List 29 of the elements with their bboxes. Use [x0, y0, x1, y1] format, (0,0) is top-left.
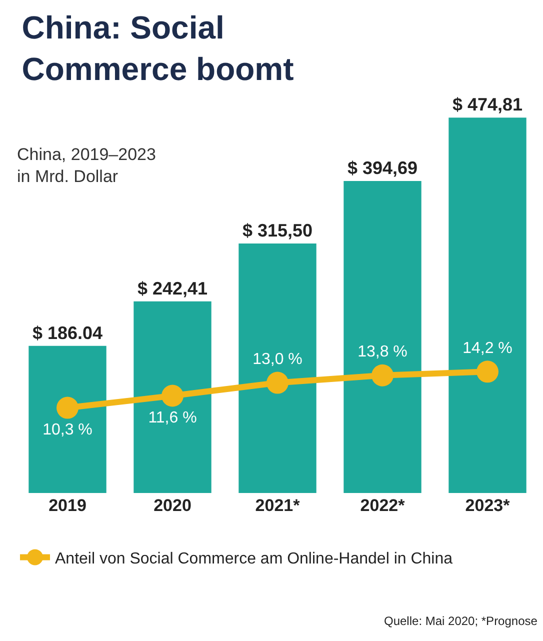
point [476, 360, 498, 383]
data-label: $ 186.04 [32, 322, 103, 343]
x-tick-label: 2019 [48, 496, 86, 515]
point [372, 364, 394, 386]
data-label: $ 242,41 [137, 278, 208, 298]
text: China, 2019–2023 in Mrd. Dollar [17, 145, 156, 186]
x-tick-label: 2023* [465, 496, 510, 515]
bar [448, 118, 526, 493]
data-label: 14,2 % [462, 340, 512, 357]
legend-label: Anteil von Social Commerce am Online-Handel in China [55, 550, 453, 568]
data-label: 13,0 % [252, 351, 302, 368]
point [162, 384, 184, 407]
data-label: $ 394,69 [347, 158, 418, 178]
bar [238, 244, 316, 493]
data-label: 10,3 % [42, 422, 92, 439]
source-note: Quelle: Mai 2020; *Prognose [384, 614, 538, 628]
data-label: 13,8 % [358, 344, 408, 361]
point [266, 372, 288, 394]
x-tick-label: 2022* [360, 496, 406, 515]
point [56, 396, 78, 419]
data-label: 11,6 % [148, 410, 197, 426]
data-label: $ 474,81 [452, 94, 523, 115]
bar [134, 301, 212, 493]
data-label: $ 315,50 [242, 220, 313, 241]
bar [344, 180, 422, 493]
bar [28, 346, 106, 493]
x-tick-label: 2020 [154, 496, 192, 515]
chart-title: China: Social Commerce boomt [22, 9, 294, 88]
x-tick-label: 2021* [255, 496, 300, 515]
